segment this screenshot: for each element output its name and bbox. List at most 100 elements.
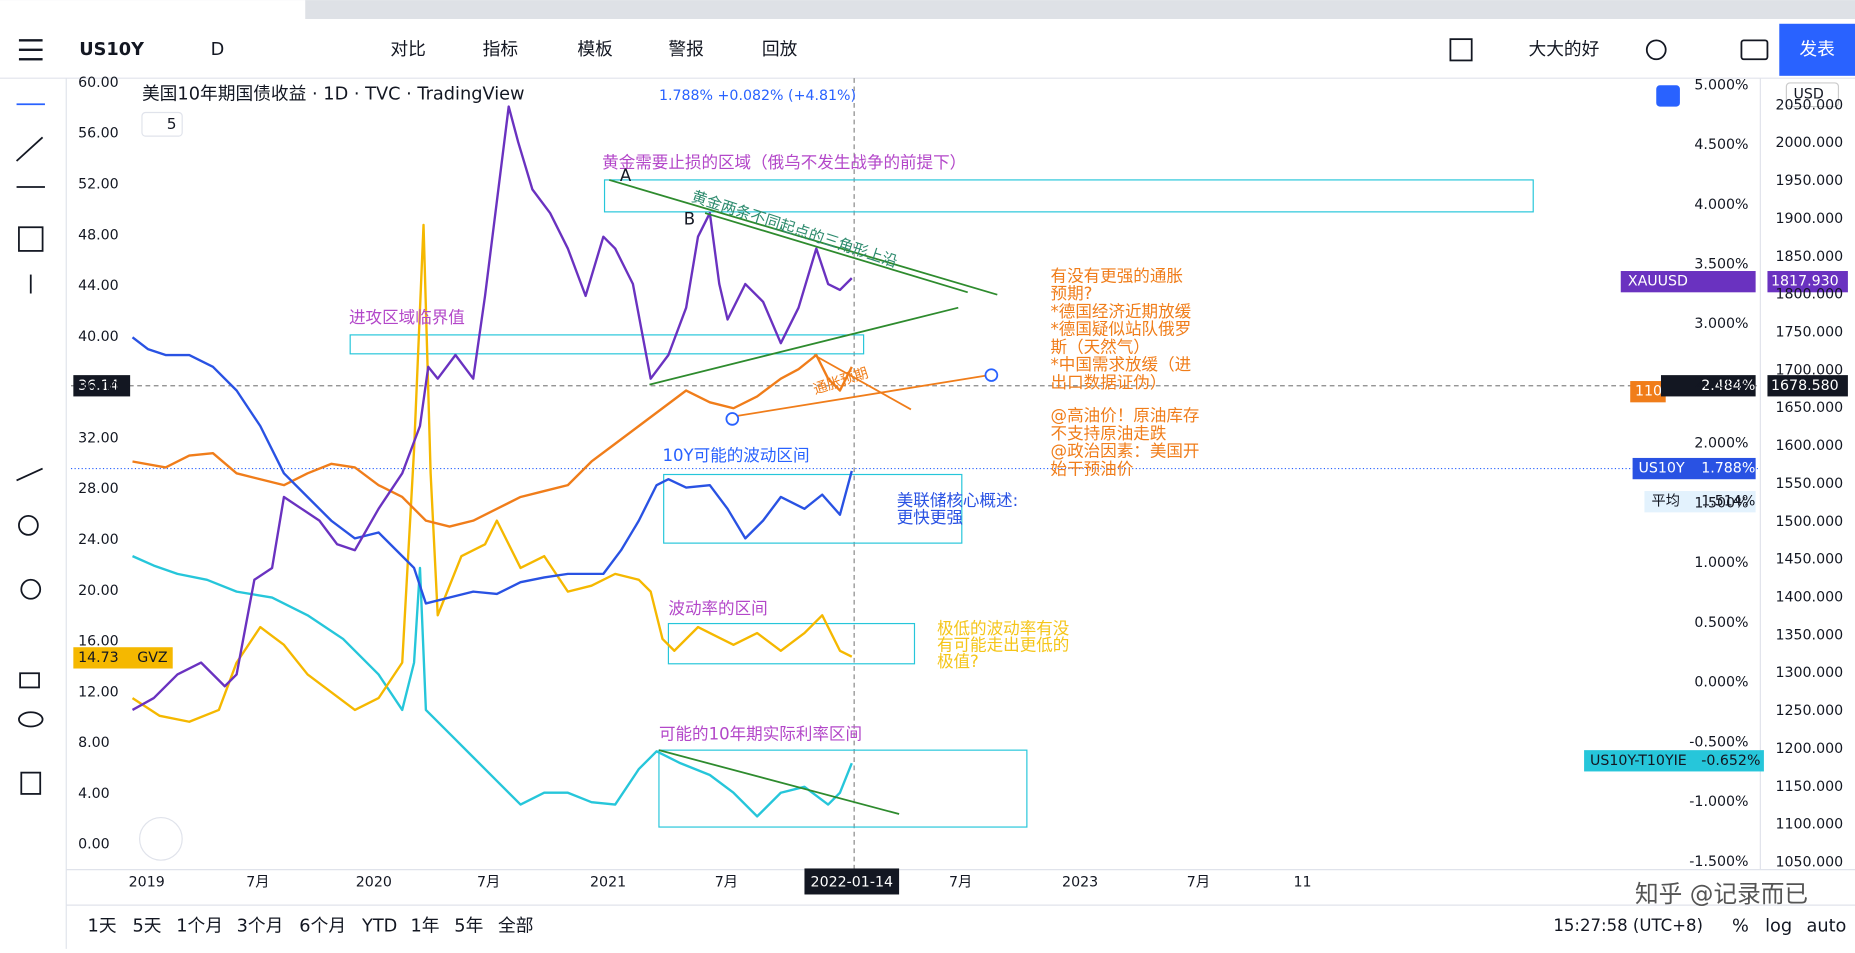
browser-tab[interactable] [0,0,306,20]
trend-line [649,306,959,386]
range-button[interactable]: 3个月 [237,915,284,936]
price-tick-label: 1100.000 [1775,817,1843,833]
range-button[interactable]: 全部 [498,915,533,936]
x-tick-label: 2019 [129,875,165,891]
price-tick-label: 1450.000 [1775,552,1843,568]
handle[interactable] [725,412,740,426]
price-tick-label: 2050.000 [1775,97,1843,113]
toolbar-button[interactable]: 对比 [390,39,425,60]
xauusd-value: 1817.930 [1771,274,1839,290]
menu-icon[interactable] [18,39,43,61]
trend-lines [609,179,999,815]
interval[interactable]: D [211,40,225,60]
log-toggle[interactable]: log [1765,916,1792,936]
left-tick-label: 20.00 [78,583,119,599]
sync-button[interactable] [1656,85,1680,107]
left-tick-label: 4.00 [78,786,110,802]
eye-tool[interactable] [18,711,44,728]
shape-tool[interactable] [18,226,44,252]
percent-tick-label: 3.000% [1694,316,1748,332]
zones [349,179,1534,828]
left-tick-label: 60.00 [78,75,119,91]
x-tick-label: 7月 [477,875,500,891]
xauusd-name: XAUUSD [1628,274,1688,290]
annotation: *德国疑似站队俄罗 [1051,320,1192,339]
auto-toggle[interactable]: auto [1806,916,1846,936]
label-box [1660,375,1756,397]
annotation: 美联储核心概述: [897,491,1018,510]
drawing-tools [15,103,45,795]
percent-tick-label: -0.500% [1689,734,1748,750]
range-button[interactable]: 1个月 [176,915,223,936]
top-toolbar [0,19,1855,79]
collapse-button[interactable] [141,111,183,137]
gvz-value: 14.73 [78,650,119,666]
toolbar-button[interactable]: 指标 [483,39,518,60]
price-tick-label: 1250.000 [1775,703,1843,719]
avg-name: 平均 [1652,494,1680,510]
icon[interactable] [1449,38,1473,62]
annotation: 极低的波动率有没 [937,619,1069,638]
range-button[interactable]: 6个月 [299,915,346,936]
price-tick-label: 1400.000 [1775,590,1843,606]
gvz-line [131,223,853,723]
line-tool[interactable] [15,136,44,162]
label-box [1644,491,1756,513]
toolbar-button[interactable]: 模板 [577,39,613,60]
annotation: 10Y可能的波动区间 [663,446,810,465]
x-tick-label: 2020 [356,875,392,891]
price-tick-label: 2000.000 [1775,135,1843,151]
price-tick-label: 1750.000 [1775,325,1843,341]
series [131,105,853,818]
collapse-count[interactable]: 5 [167,115,177,133]
layout-name[interactable]: 大大的好 [1528,39,1599,60]
annotation: 始干预油价 [1051,459,1134,478]
annotation: 更快更强 [897,508,963,527]
x-tick-label: 7月 [246,875,269,891]
publish-button[interactable] [1779,23,1855,76]
publish-label[interactable]: 发表 [1799,39,1835,60]
left-tick-label: 32.00 [78,430,119,446]
tv-logo [139,816,183,861]
annotation: B [684,210,695,229]
price-tick-label: 1800.000 [1775,287,1843,303]
lock-tool[interactable] [19,672,40,689]
left-tick-label: 56.00 [78,126,119,142]
x-tick-label: 2021 [590,875,626,891]
symbol[interactable]: US10Y [79,40,145,60]
left-tick-label: 36.00 [78,380,119,396]
annotation: 不支持原油走跌 [1051,424,1167,443]
label-box [73,375,131,397]
trend-line [704,212,968,294]
settings-icon[interactable] [1645,39,1667,61]
t10-line [132,353,853,528]
annotation: 进攻区域临界值 [349,308,465,327]
zone [658,749,1028,828]
range-button[interactable]: 1天 [88,916,117,936]
camera-icon[interactable] [1740,39,1769,61]
annotation: 波动率的区间 [668,599,767,618]
trend-line [658,749,900,815]
handle[interactable] [984,368,999,382]
currency-button[interactable] [1785,82,1840,108]
percent-toggle[interactable]: % [1732,916,1749,936]
currency[interactable]: USD [1793,87,1823,103]
left-tick-label: 48.00 [78,227,119,243]
magnet-tool[interactable] [20,578,42,600]
left-tick-label: 44.00 [78,278,119,294]
range-button[interactable]: 5年 [454,915,483,936]
range-button[interactable]: 1年 [411,915,440,936]
percent-tick-label: -1.500% [1689,854,1748,870]
percent-tick-label: 5.000% [1694,77,1748,93]
toolbar-button[interactable]: 回放 [762,39,798,60]
range-button[interactable]: YTD [361,916,397,936]
toolbar-button[interactable]: 警报 [668,39,704,60]
price-tick-label: 1950.000 [1775,173,1843,189]
avg-value: 1.514% [1701,494,1755,510]
range-button[interactable]: 5天 [133,916,162,936]
trash-tool[interactable] [20,771,42,795]
ruler-tool[interactable] [16,467,43,482]
percent-tick-label: -1.000% [1689,794,1748,810]
zoom-tool[interactable] [18,515,39,536]
legend-quote: 1.788% +0.082% (+4.81%) [659,88,856,104]
